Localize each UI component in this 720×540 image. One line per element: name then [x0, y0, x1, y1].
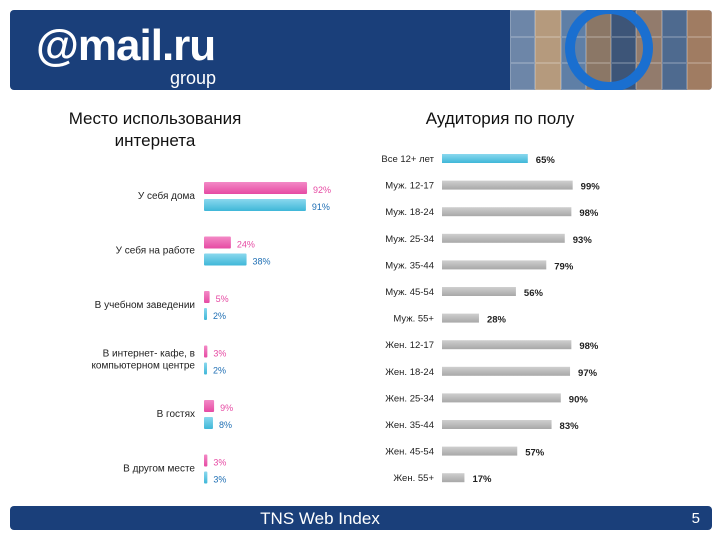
left-bar [204, 291, 210, 303]
right-category-label: Жен. 25-34 [385, 393, 434, 404]
right-data-label: 57% [525, 448, 545, 459]
right-category-label: Жен. 45-54 [385, 447, 434, 458]
right-category-label: Муж. 35-44 [385, 260, 434, 271]
left-data-label: 5% [216, 294, 229, 304]
left-bar [204, 253, 247, 266]
photo-tile [686, 10, 712, 37]
right-category-label: Все 12+ лет [381, 154, 434, 165]
footer-source: TNS Web Index [260, 509, 380, 528]
right-category-label: Жен. 18-24 [385, 367, 434, 378]
mailru-logo: @mail.ru [36, 21, 216, 70]
right-bar [442, 393, 561, 403]
right-data-label: 83% [560, 421, 580, 432]
right-data-label: 17% [472, 474, 492, 485]
photo-tile [510, 63, 536, 90]
photo-tile [686, 36, 712, 64]
right-data-label: 98% [579, 341, 599, 352]
logo-subtitle: group [170, 68, 217, 88]
left-category-label: У себя на работе [116, 245, 196, 257]
right-category-label: Муж. 25-34 [385, 234, 434, 245]
photo-tile [535, 10, 561, 37]
left-data-label: 38% [253, 257, 271, 267]
left-bar [204, 400, 215, 412]
right-bar [442, 473, 465, 483]
photo-tile [535, 36, 561, 64]
left-bar [204, 236, 231, 249]
left-bar [204, 454, 208, 467]
left-bar [204, 345, 208, 358]
right-data-label: 97% [578, 368, 598, 379]
right-bar [442, 154, 528, 163]
left-bar [204, 417, 213, 429]
left-data-label: 2% [213, 311, 226, 321]
photo-tile [686, 63, 712, 90]
right-data-label: 99% [581, 182, 601, 193]
photo-tile [661, 10, 687, 37]
right-category-label: Муж. 55+ [393, 314, 434, 325]
left-data-label: 2% [213, 366, 226, 376]
right-data-label: 93% [573, 235, 593, 246]
right-category-label: Муж. 12-17 [385, 181, 434, 192]
left-bar [204, 182, 308, 194]
left-bar [204, 471, 208, 484]
photo-tile [661, 36, 687, 64]
photo-tile [510, 36, 536, 64]
photo-tile [535, 63, 561, 90]
left-category-label: В интернет- кафе, в [103, 348, 195, 360]
left-data-label: 3% [213, 349, 226, 359]
left-bar [204, 199, 306, 211]
right-bar [442, 207, 572, 217]
page-number: 5 [691, 510, 700, 527]
left-data-label: 9% [220, 403, 233, 413]
right-bar [442, 180, 573, 190]
left-category-label: компьютерном центре [91, 361, 195, 372]
right-data-label: 28% [487, 315, 507, 326]
brand-ring-icon [565, 10, 653, 90]
right-bar [442, 233, 565, 243]
photo-tile [661, 63, 687, 90]
right-bar [442, 287, 516, 296]
right-data-label: 65% [536, 155, 556, 166]
right-category-label: Муж. 18-24 [385, 207, 434, 218]
right-category-label: Муж. 45-54 [385, 287, 434, 298]
right-bar [442, 313, 479, 323]
header-banner: @mail.ru group [10, 10, 712, 90]
photo-tile [510, 10, 536, 37]
left-bar [204, 362, 207, 375]
left-data-label: 3% [213, 475, 226, 485]
left-data-label: 92% [313, 185, 331, 195]
left-data-label: 3% [213, 458, 226, 468]
right-category-label: Жен. 35-44 [385, 420, 434, 431]
left-category-label: В учебном заведении [95, 299, 195, 311]
left-chart-title: Место использования интернета [68, 109, 242, 150]
footer-bar: TNS Web Index 5 [10, 506, 712, 530]
left-category-label: В гостях [157, 409, 195, 420]
right-chart-title: Аудитория по полу [425, 109, 575, 128]
left-data-label: 8% [219, 420, 232, 430]
right-category-label: Жен. 55+ [393, 473, 434, 484]
right-data-label: 90% [569, 394, 589, 405]
right-bar [442, 260, 547, 270]
logo-text: @mail.ru [36, 21, 216, 70]
left-bar [204, 308, 207, 320]
left-data-label: 91% [312, 202, 330, 212]
right-data-label: 79% [554, 261, 574, 272]
right-bar [442, 420, 552, 429]
right-bar [442, 446, 518, 456]
left-category-label: В другом месте [123, 464, 195, 475]
left-data-label: 24% [237, 240, 255, 250]
right-data-label: 98% [579, 208, 599, 219]
right-category-label: Жен. 12-17 [385, 340, 434, 351]
right-data-label: 56% [524, 288, 544, 299]
right-bar [442, 366, 571, 376]
right-bar [442, 340, 572, 350]
left-category-label: У себя дома [138, 190, 196, 202]
